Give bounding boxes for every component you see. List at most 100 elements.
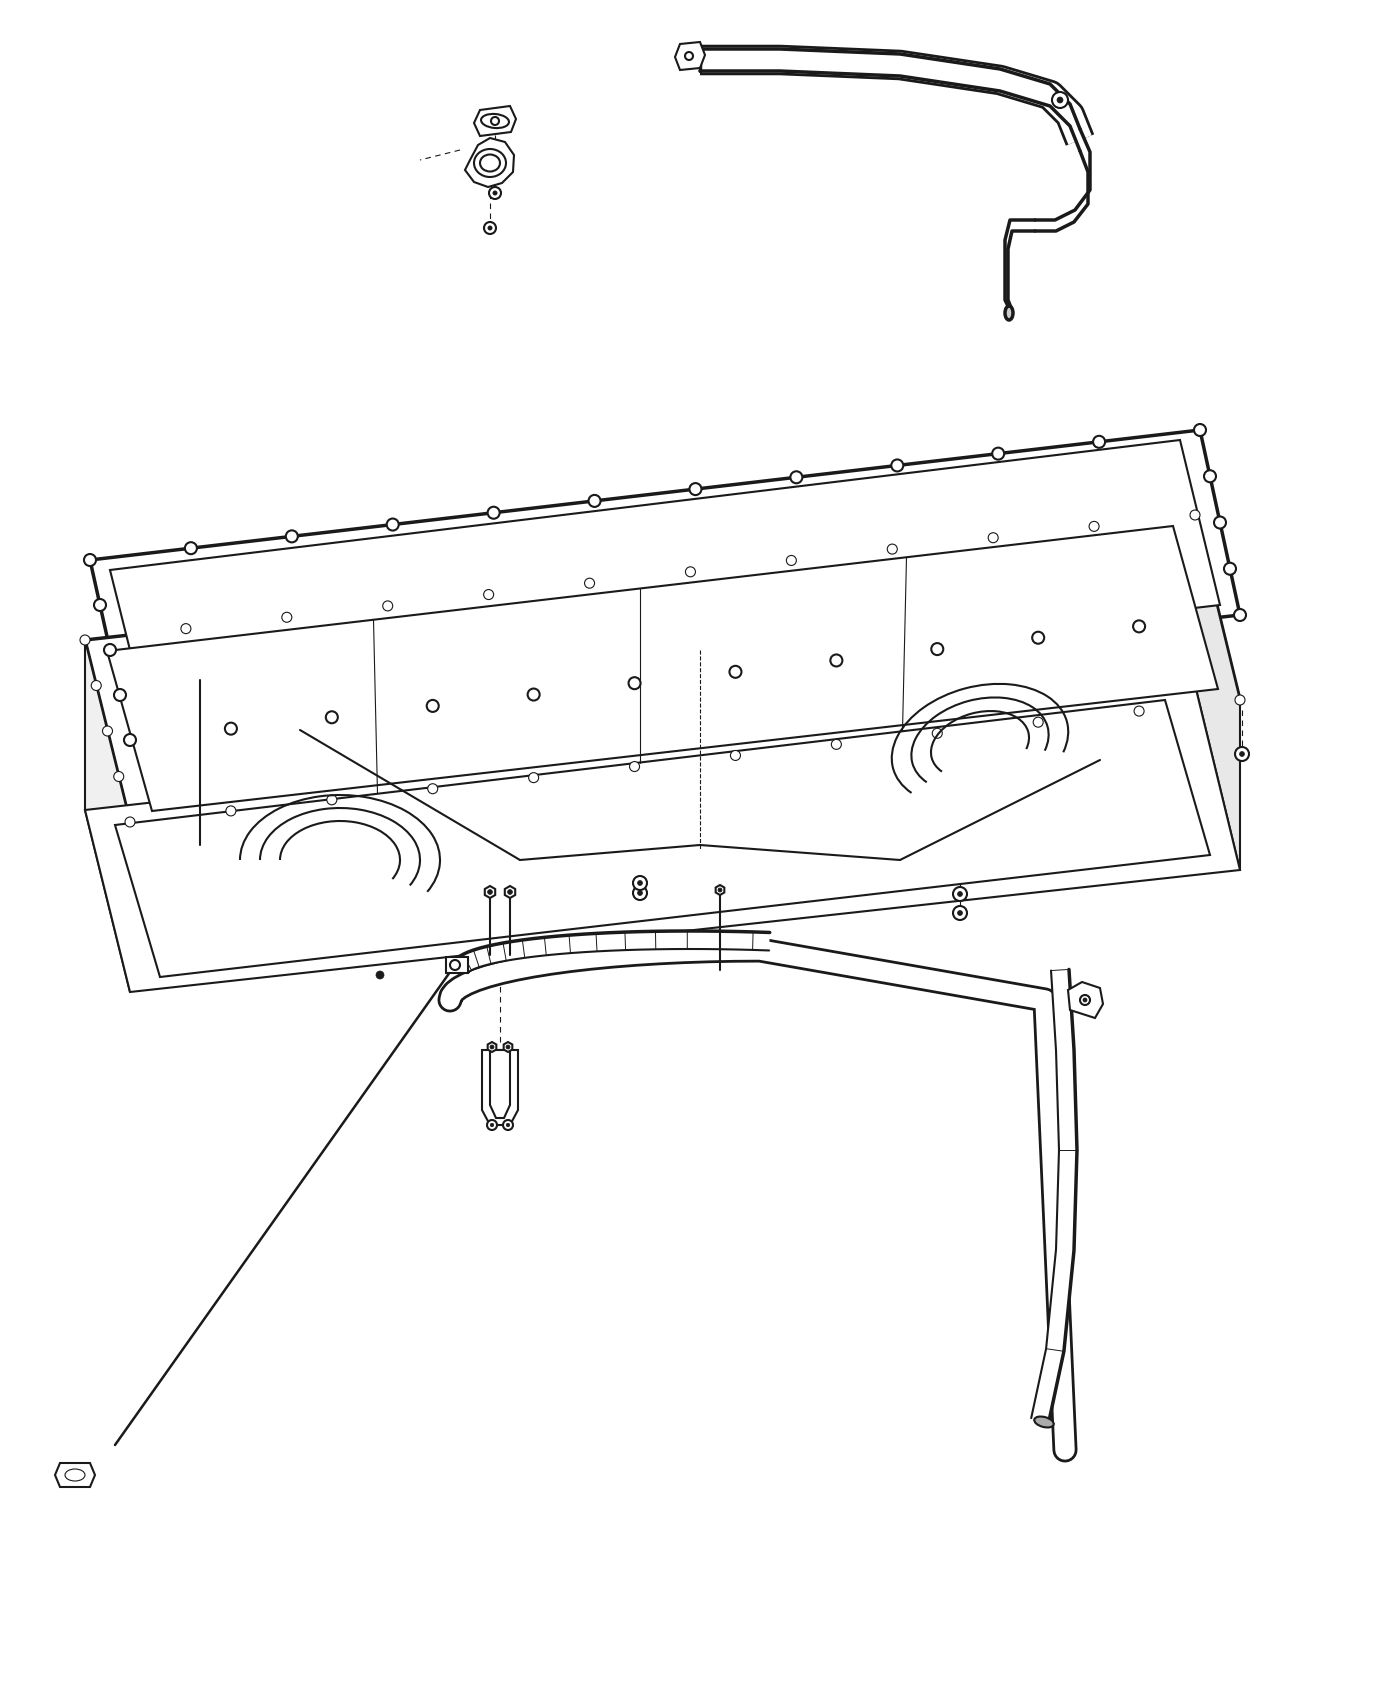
Circle shape xyxy=(637,891,643,896)
Polygon shape xyxy=(447,957,468,972)
Circle shape xyxy=(585,578,595,588)
Circle shape xyxy=(637,881,643,886)
Circle shape xyxy=(427,700,438,712)
Circle shape xyxy=(1032,632,1044,644)
Circle shape xyxy=(80,636,90,644)
Ellipse shape xyxy=(475,150,505,177)
Polygon shape xyxy=(465,138,514,187)
Circle shape xyxy=(1194,423,1205,435)
Polygon shape xyxy=(85,685,1240,993)
Circle shape xyxy=(484,223,496,235)
Polygon shape xyxy=(1035,129,1091,231)
Circle shape xyxy=(686,566,696,576)
Polygon shape xyxy=(111,440,1219,729)
Circle shape xyxy=(1204,471,1217,483)
Circle shape xyxy=(689,483,701,495)
Circle shape xyxy=(181,624,190,634)
Circle shape xyxy=(892,459,903,471)
Polygon shape xyxy=(484,886,496,898)
Circle shape xyxy=(286,530,298,542)
Circle shape xyxy=(1057,97,1063,104)
Circle shape xyxy=(1233,609,1246,620)
Circle shape xyxy=(487,226,493,230)
Circle shape xyxy=(326,711,337,722)
Circle shape xyxy=(528,688,539,700)
Circle shape xyxy=(1133,620,1145,632)
Circle shape xyxy=(1079,994,1091,1005)
Circle shape xyxy=(377,971,384,979)
Polygon shape xyxy=(85,515,1240,823)
Circle shape xyxy=(487,507,500,518)
Polygon shape xyxy=(106,525,1218,811)
Polygon shape xyxy=(85,639,130,993)
Circle shape xyxy=(629,677,641,688)
Circle shape xyxy=(993,447,1004,459)
Polygon shape xyxy=(490,1051,510,1119)
Circle shape xyxy=(125,818,134,826)
Circle shape xyxy=(791,471,802,483)
Polygon shape xyxy=(451,932,770,972)
Circle shape xyxy=(633,876,647,891)
Circle shape xyxy=(1093,435,1105,447)
Circle shape xyxy=(386,518,399,530)
Circle shape xyxy=(94,598,106,610)
Circle shape xyxy=(953,887,967,901)
Circle shape xyxy=(487,889,493,894)
Circle shape xyxy=(1190,510,1200,520)
Circle shape xyxy=(113,688,126,700)
Circle shape xyxy=(1051,92,1068,109)
Circle shape xyxy=(830,654,843,666)
Circle shape xyxy=(490,1046,494,1049)
Circle shape xyxy=(503,1120,512,1130)
Circle shape xyxy=(958,911,962,916)
Circle shape xyxy=(529,772,539,782)
Circle shape xyxy=(507,1124,510,1127)
Circle shape xyxy=(588,495,601,507)
Circle shape xyxy=(505,1046,510,1049)
Circle shape xyxy=(225,806,237,816)
Polygon shape xyxy=(675,42,706,70)
Circle shape xyxy=(787,556,797,566)
Circle shape xyxy=(1089,522,1099,532)
Polygon shape xyxy=(1068,983,1103,1018)
Circle shape xyxy=(1134,706,1144,716)
Polygon shape xyxy=(55,1464,95,1488)
Ellipse shape xyxy=(482,114,510,128)
Circle shape xyxy=(113,772,123,782)
Ellipse shape xyxy=(1005,306,1014,320)
Circle shape xyxy=(91,680,101,690)
Circle shape xyxy=(490,1124,494,1127)
Polygon shape xyxy=(715,886,724,894)
Circle shape xyxy=(630,762,640,772)
Circle shape xyxy=(888,544,897,554)
Circle shape xyxy=(483,590,494,600)
Circle shape xyxy=(1033,717,1043,728)
Circle shape xyxy=(1224,563,1236,575)
Polygon shape xyxy=(487,1042,497,1052)
Circle shape xyxy=(731,750,741,760)
Circle shape xyxy=(125,734,136,746)
Polygon shape xyxy=(90,430,1240,740)
Circle shape xyxy=(225,722,237,734)
Circle shape xyxy=(931,643,944,654)
Circle shape xyxy=(1239,751,1245,756)
Circle shape xyxy=(1084,998,1086,1001)
Polygon shape xyxy=(1005,219,1035,309)
Polygon shape xyxy=(505,886,515,898)
Circle shape xyxy=(326,796,337,804)
Circle shape xyxy=(84,554,97,566)
Circle shape xyxy=(633,886,647,899)
Circle shape xyxy=(493,190,497,196)
Circle shape xyxy=(718,887,722,892)
Ellipse shape xyxy=(1035,1416,1054,1428)
Polygon shape xyxy=(1196,515,1240,870)
Polygon shape xyxy=(482,1051,518,1125)
Circle shape xyxy=(382,600,393,610)
Circle shape xyxy=(1235,695,1245,706)
Circle shape xyxy=(953,906,967,920)
Circle shape xyxy=(1235,746,1249,762)
Circle shape xyxy=(988,532,998,542)
Polygon shape xyxy=(475,105,517,136)
Circle shape xyxy=(281,612,291,622)
Circle shape xyxy=(185,542,197,554)
